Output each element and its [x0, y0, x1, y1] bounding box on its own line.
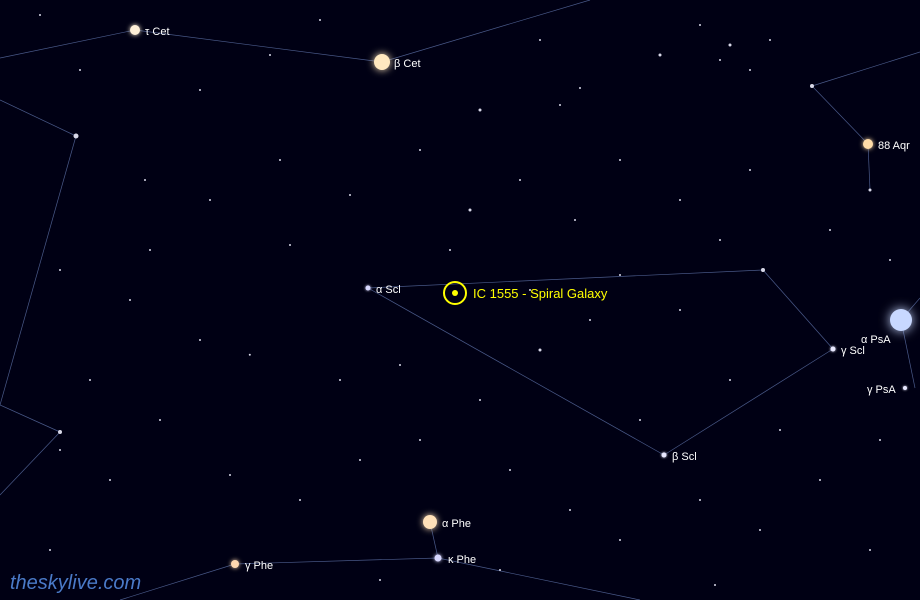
star-beta-scl [662, 453, 667, 458]
star-label-tau-cet: τ Cet [145, 26, 170, 38]
star-kappa-phe [435, 555, 442, 562]
star-label-beta-scl: β Scl [672, 451, 697, 463]
star-gamma-scl [831, 347, 836, 352]
watermark: theskylive.com [10, 572, 141, 595]
star-tau-cet [130, 25, 140, 35]
star-alpha-phe [423, 515, 437, 529]
star-beta-cet [374, 54, 390, 70]
star-label-alpha-psa: α PsA [861, 334, 891, 346]
star-alpha-psa [890, 309, 912, 331]
target-label: IC 1555 - Spiral Galaxy [473, 286, 607, 301]
star-label-alpha-phe: α Phe [442, 518, 471, 530]
star-label-gamma-scl: γ Scl [841, 345, 865, 357]
star-gamma-phe [231, 560, 239, 568]
target-dot [452, 290, 458, 296]
star-label-88-aqr: 88 Aqr [878, 140, 910, 152]
star-label-beta-cet: β Cet [394, 58, 421, 70]
star-label-alpha-scl: α Scl [376, 284, 401, 296]
star-label-gamma-psa: γ PsA [867, 384, 896, 396]
star-88-aqr [863, 139, 873, 149]
star-gamma-psa [903, 386, 907, 390]
star-label-kappa-phe: κ Phe [448, 554, 476, 566]
star-alpha-scl [366, 286, 371, 291]
star-label-gamma-phe: γ Phe [245, 560, 273, 572]
